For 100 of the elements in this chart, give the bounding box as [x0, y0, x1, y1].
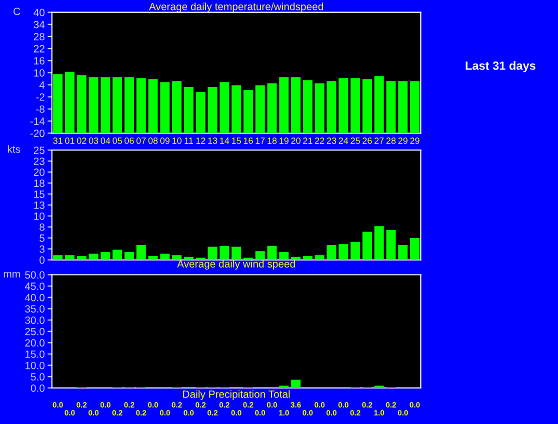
chart-title: Average daily temperature/windspeed	[148, 2, 323, 12]
y-tick-label: 40.0	[24, 294, 45, 302]
bar	[208, 87, 218, 134]
y-tick-label: 18	[34, 180, 44, 187]
y-tick-label: 13	[34, 202, 44, 209]
y-tick-label: 34	[34, 20, 45, 28]
x-tick-label: 21	[303, 138, 312, 144]
y-tick-label: 40	[34, 8, 45, 16]
x-tick-label: 02	[76, 138, 86, 144]
x-tick-label: 07	[136, 138, 146, 144]
x-tick-label: 17	[256, 138, 265, 144]
y-tick-label: 30.0	[25, 316, 45, 324]
x-tick-label: 08	[148, 138, 158, 144]
x-axis-title: Average daily wind speed	[177, 260, 295, 270]
bar	[326, 244, 336, 260]
x-tick-label: 09	[160, 138, 170, 144]
y-tick-label: -2	[36, 93, 44, 101]
bar	[172, 255, 182, 260]
bar	[279, 77, 289, 134]
x-tick-label: 29	[398, 138, 408, 144]
y-tick-label: -14	[30, 118, 45, 125]
x-tick-label: 16	[244, 138, 253, 144]
y-tick-label: 0	[40, 256, 45, 264]
bar	[398, 81, 408, 134]
bar	[184, 87, 194, 134]
bar	[267, 246, 277, 260]
bar	[100, 77, 110, 134]
bar	[76, 75, 86, 134]
bar	[160, 82, 170, 134]
x-tick-label: 04	[100, 138, 110, 144]
bar	[64, 72, 74, 134]
x-tick-label: 20	[291, 138, 300, 144]
bar	[112, 250, 122, 260]
x-tick-label: 05	[112, 138, 122, 144]
bar	[136, 244, 146, 260]
y-axis-title: C	[14, 8, 20, 16]
y-tick-label: 10	[34, 69, 45, 77]
bar	[267, 83, 277, 134]
bar	[88, 77, 98, 134]
bar	[386, 230, 396, 260]
bar	[172, 81, 182, 134]
x-tick-label: 01	[65, 138, 74, 144]
y-tick-label: 50.0	[25, 271, 45, 279]
bar	[350, 78, 360, 134]
y-tick-label: 5.0	[30, 373, 45, 381]
x-tick-label: 25	[350, 138, 360, 144]
bar	[338, 78, 348, 134]
y-tick-label: 35.0	[25, 305, 45, 313]
x-axis-title: Daily Precipitation Total	[183, 390, 290, 400]
x-tick-label: 31	[53, 138, 62, 144]
bar	[136, 78, 146, 134]
bar	[64, 255, 74, 260]
y-tick-label: 20.0	[25, 339, 45, 347]
y-tick-label: 10.0	[25, 362, 45, 370]
y-tick-label: 25	[34, 146, 45, 154]
bar	[124, 252, 134, 260]
bar	[255, 251, 265, 260]
bar	[314, 83, 324, 134]
y-tick-label: 5	[40, 234, 45, 242]
bar	[350, 242, 360, 260]
y-axis-title: mm	[4, 272, 20, 278]
bar	[291, 77, 301, 134]
bar	[243, 90, 253, 134]
x-tick-label: 10	[172, 138, 182, 144]
bar	[232, 246, 242, 260]
x-tick-label: 19	[280, 138, 288, 144]
y-tick-label: 15	[34, 190, 45, 198]
bar	[362, 232, 372, 260]
bar	[255, 85, 265, 134]
y-tick-label: -8	[36, 105, 44, 113]
bar	[53, 255, 63, 260]
x-tick-label: 14	[220, 138, 230, 144]
y-tick-label: 20	[34, 168, 45, 176]
y-tick-label: 22	[34, 45, 44, 52]
bar	[148, 79, 158, 134]
y-tick-label: 16	[34, 57, 44, 65]
bar	[374, 226, 384, 260]
bar	[326, 81, 336, 134]
x-tick-label: 18	[268, 138, 277, 144]
bar	[410, 81, 420, 134]
y-tick-label: 8	[40, 223, 44, 231]
x-tick-label: 06	[124, 138, 134, 144]
bar	[386, 81, 396, 134]
x-tick-label: 29	[410, 138, 420, 144]
bar	[314, 255, 324, 260]
bar	[398, 244, 408, 260]
y-tick-label: 45.0	[24, 282, 45, 290]
bar	[100, 252, 110, 260]
bar	[220, 82, 230, 134]
bar	[53, 74, 63, 134]
x-tick-label: 28	[386, 138, 396, 144]
y-tick-label: 23	[34, 158, 44, 165]
x-tick-label: 27	[374, 138, 384, 144]
x-tick-label: 13	[208, 138, 218, 144]
x-tick-label: 12	[196, 138, 206, 144]
bar	[208, 246, 218, 260]
bar	[362, 79, 372, 134]
bar	[232, 85, 242, 134]
y-tick-label: -20	[30, 130, 45, 138]
x-tick-label: 15	[232, 138, 241, 144]
